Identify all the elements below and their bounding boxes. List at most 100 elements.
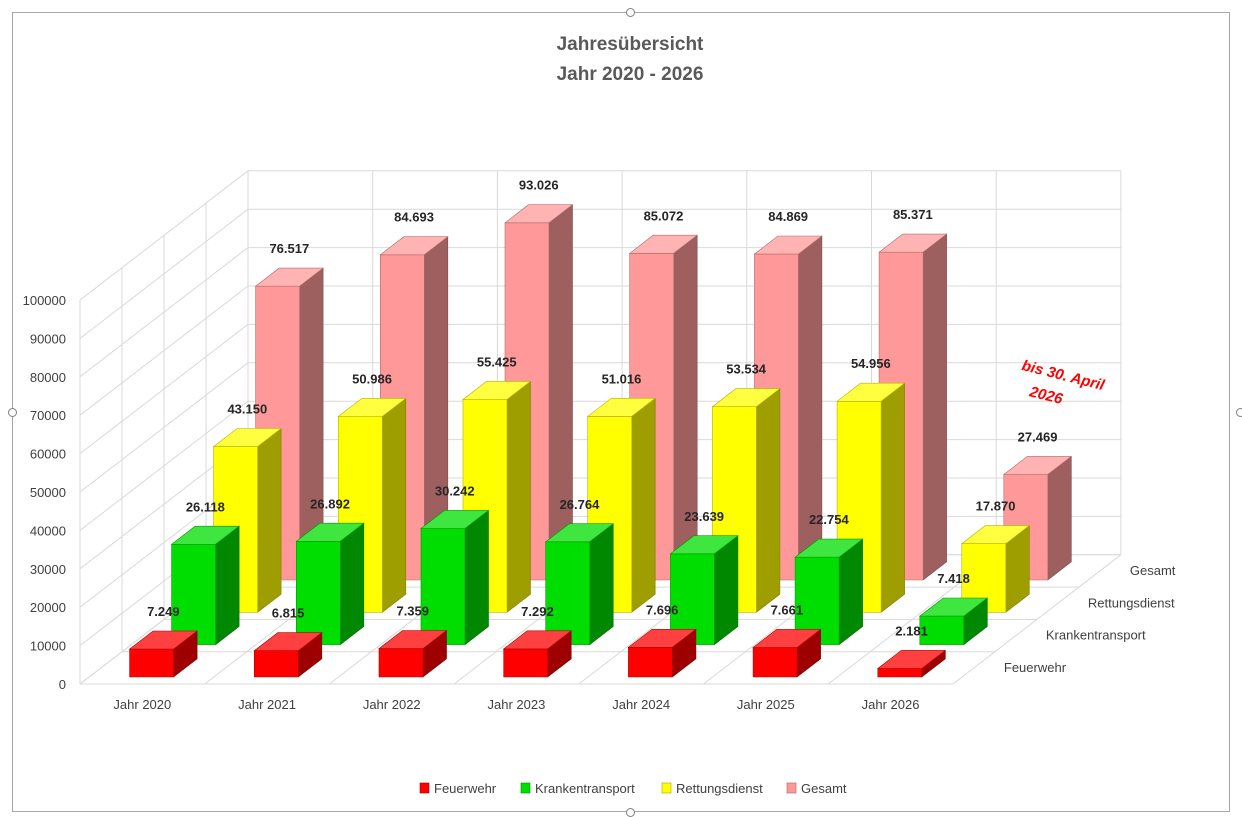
bar-top [502, 630, 573, 650]
x-category-label: Jahr 2024 [612, 697, 670, 712]
bar-feuerwehr [502, 630, 573, 678]
data-label: 55.425 [477, 354, 517, 369]
bar-feuerwehr [253, 631, 323, 678]
bar-krankentransport [918, 597, 989, 646]
bar-side [714, 535, 739, 646]
bar-top [628, 234, 699, 254]
data-label: 53.534 [726, 362, 767, 377]
bar-top [378, 630, 448, 649]
data-label: 26.118 [186, 499, 225, 514]
bar-feuerwehr [627, 628, 697, 678]
bar-top [295, 522, 365, 542]
data-label: 76.517 [269, 241, 309, 256]
legend-swatch-feuerwehr [419, 782, 430, 794]
data-labels: 27.469 85.371 84.869 85.072 93.026 84.693 76.5… [147, 178, 1057, 639]
y-tick-label: 40000 [30, 523, 66, 538]
legend-label-feuerwehr: Feuerwehr [434, 781, 497, 796]
bar-side [464, 509, 489, 646]
bar-top [1002, 456, 1073, 475]
data-label: 26.892 [310, 496, 350, 511]
data-label: 26.764 [560, 497, 601, 512]
bar-rettungsdienst [960, 524, 1031, 613]
bar-top [586, 397, 657, 417]
bar-top [253, 632, 323, 652]
bar-front [295, 540, 341, 645]
bar-side [1047, 455, 1072, 581]
bar-front [254, 650, 299, 678]
bar-front [171, 543, 216, 645]
data-label: 7.249 [147, 604, 180, 619]
bar-top [212, 428, 282, 447]
bar-top [462, 381, 532, 400]
axes: 0 10000 20000 30000 40000 50000 60000 70000 8000… [23, 293, 1176, 712]
bar-top [379, 236, 449, 256]
bar-feuerwehr [876, 649, 947, 678]
data-label: 7.418 [937, 571, 970, 586]
data-label: 7.359 [396, 604, 429, 619]
bar-top [753, 235, 823, 255]
bar-top [669, 535, 739, 555]
bar-top [420, 510, 490, 529]
series-axis-label: Krankentransport [1046, 628, 1146, 643]
bar-krankentransport [420, 509, 490, 646]
bar-front [129, 648, 174, 678]
gridline [79, 170, 1121, 301]
series-axis-label: Gesamt [1130, 563, 1176, 578]
series-axis-label: Rettungsdienst [1088, 595, 1175, 610]
data-label: 7.696 [646, 602, 679, 617]
bar-top [544, 523, 615, 543]
resize-handle-top[interactable] [626, 8, 635, 17]
y-tick-label: 90000 [30, 331, 66, 346]
bar-feuerwehr [378, 629, 448, 678]
data-label: 22.754 [809, 512, 850, 527]
bar-side [922, 233, 947, 581]
bar-top [960, 525, 1031, 545]
bar-krankentransport [544, 523, 615, 646]
bar-side [339, 522, 365, 646]
bar-front [420, 528, 466, 645]
data-label: 7.292 [521, 604, 554, 619]
bar-side [589, 523, 614, 646]
bar-krankentransport [669, 535, 739, 646]
y-tick-label: 50000 [30, 485, 66, 500]
y-tick-label: 20000 [30, 600, 66, 615]
bar-side [257, 427, 282, 613]
chart-title: Jahresübersicht [557, 34, 704, 55]
y-tick-label: 100000 [23, 293, 66, 308]
resize-handle-right[interactable] [1236, 408, 1242, 417]
data-label: 85.371 [893, 207, 933, 222]
y-tick-label: 10000 [30, 639, 66, 654]
bar-front [752, 647, 798, 678]
series-axis-label: Feuerwehr [1004, 660, 1067, 675]
bar-krankentransport [295, 522, 365, 646]
bar-top [337, 398, 407, 417]
data-label: 6.815 [272, 606, 305, 621]
y-tick-label: 80000 [30, 370, 66, 385]
chart-subtitle: Jahr 2020 - 2026 [557, 64, 704, 85]
data-label: 54.956 [851, 356, 891, 371]
legend-swatch-krankentransport [520, 782, 531, 794]
data-label: 7.661 [771, 602, 804, 617]
bar-krankentransport [170, 525, 240, 646]
bar-top [627, 628, 697, 648]
bar-top [752, 629, 822, 648]
bar-side [880, 382, 905, 613]
gridline [79, 208, 1121, 339]
x-category-label: Jahr 2020 [113, 697, 171, 712]
data-label: 85.072 [644, 208, 684, 223]
x-category-label: Jahr 2022 [363, 697, 421, 712]
annotation-line-2: 2026 [1027, 383, 1065, 408]
bar-rettungsdienst [836, 382, 906, 613]
data-label: 23.639 [684, 509, 724, 524]
bar-top [128, 630, 198, 650]
x-category-label: Jahr 2025 [737, 697, 795, 712]
bar-top [254, 267, 324, 287]
data-label: 84.869 [768, 209, 808, 224]
bar-top [876, 650, 947, 669]
resize-handle-left[interactable] [8, 408, 17, 417]
bar-front [503, 648, 549, 678]
data-label: 50.986 [352, 371, 392, 386]
bar-side [215, 525, 240, 646]
bar-front [628, 646, 673, 678]
